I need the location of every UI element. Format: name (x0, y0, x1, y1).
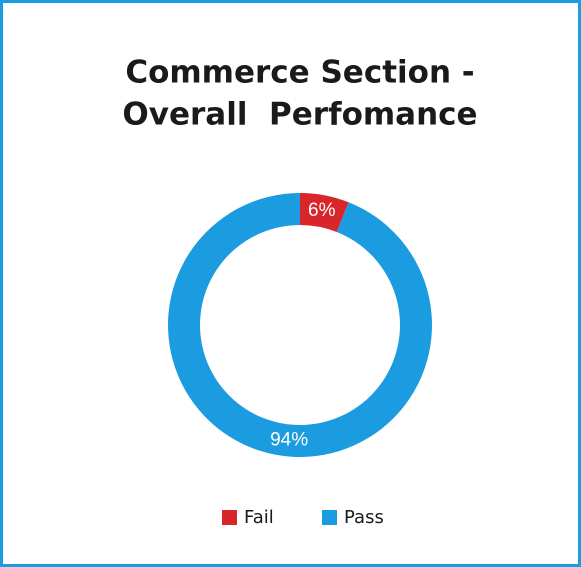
legend-label: Fail (244, 507, 274, 528)
donut-slice (300, 193, 349, 233)
legend-swatch (322, 510, 337, 525)
legend-swatch (222, 510, 237, 525)
chart-title: Commerce Section - (125, 55, 474, 91)
value-label: 94% (270, 430, 308, 451)
value-label: 6% (308, 200, 336, 221)
legend-label: Pass (344, 507, 384, 528)
chart-title: Overall Perfomance (122, 97, 477, 133)
